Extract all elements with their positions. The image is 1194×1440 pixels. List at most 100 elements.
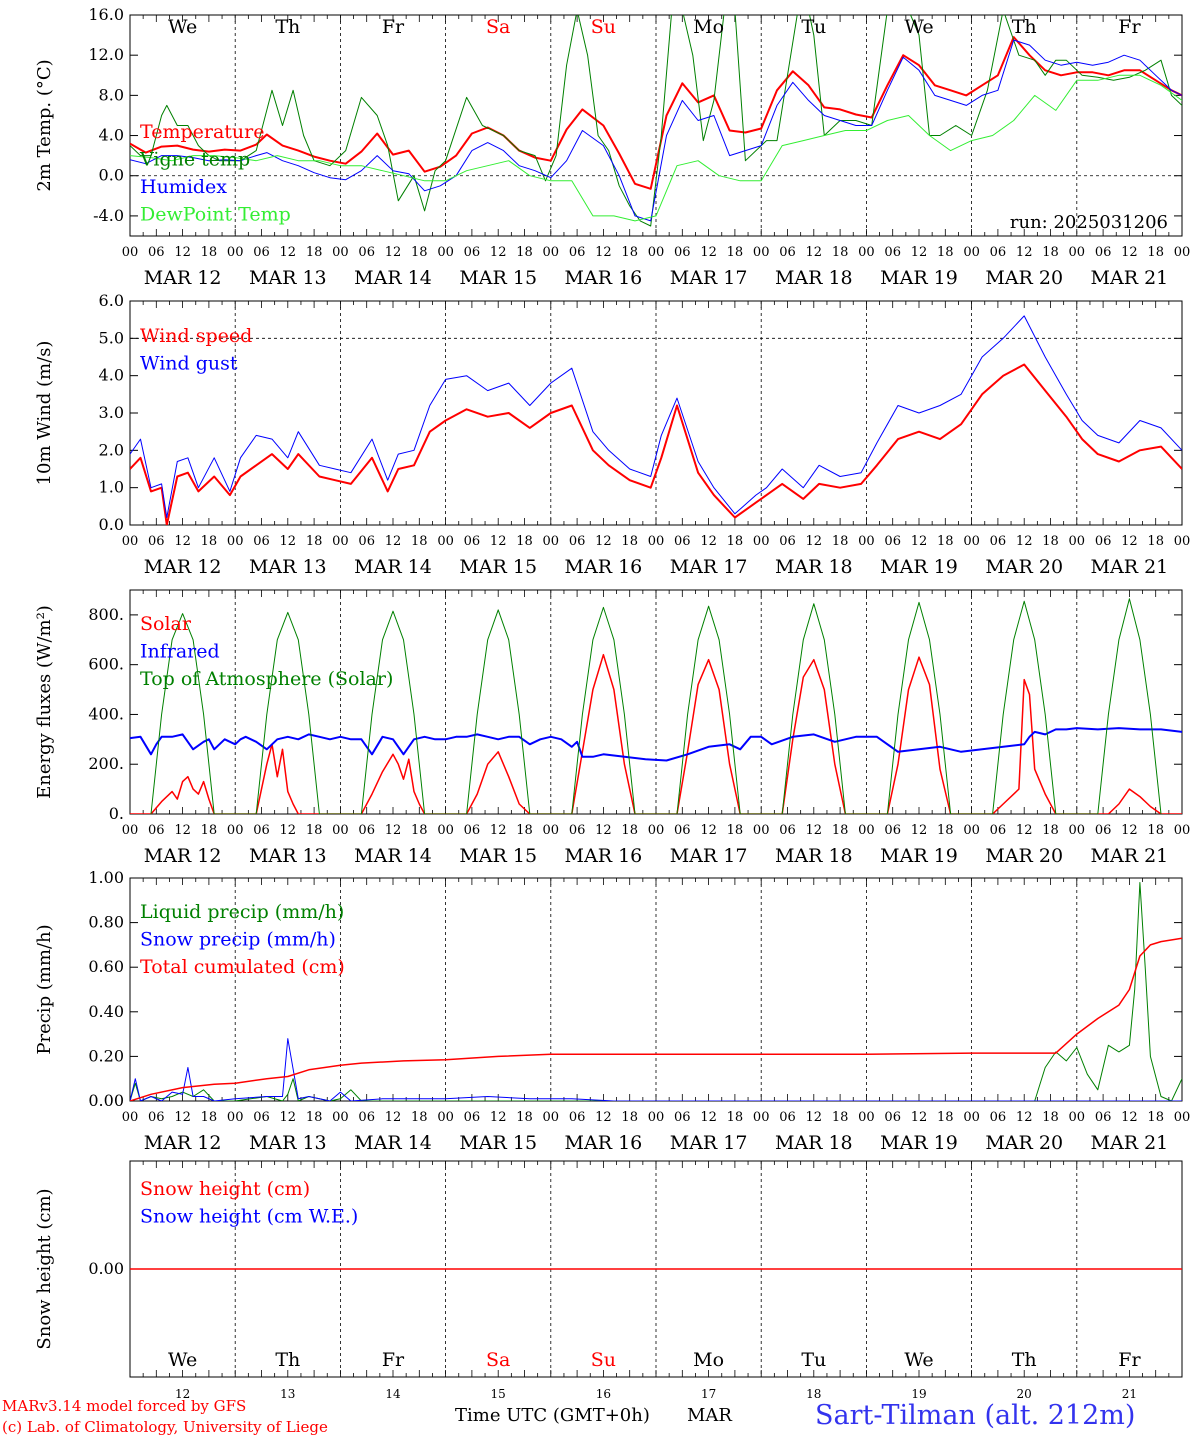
hour-tick-label: 18 [201, 823, 218, 838]
date-label: MAR 13 [249, 556, 327, 578]
hour-tick-label: 00 [543, 245, 560, 260]
y-tick-label: 1.00 [88, 868, 124, 887]
series-vigne-temp [130, 15, 1182, 227]
hour-tick-label: 18 [937, 534, 954, 549]
y-tick-label: 4.0 [99, 366, 124, 385]
hour-tick-label: 12 [174, 1110, 191, 1125]
hour-tick-label: 18 [832, 534, 849, 549]
hour-tick-label: 00 [1069, 534, 1086, 549]
weekday-label: Tu [801, 16, 826, 38]
hour-tick-label: 00 [437, 1110, 454, 1125]
hour-tick-label: 18 [832, 823, 849, 838]
panel-wind: 0.0 1.0 2.0 3.0 4.0 5.0 6.0 10m Wind (m/s) Wind … [34, 291, 1190, 578]
day-number-label: 15 [491, 1387, 506, 1401]
station-title: Sart-Tilman (alt. 212m) [815, 1400, 1136, 1431]
date-label: MAR 12 [144, 1132, 222, 1154]
y-tick-label: 16.0 [88, 5, 124, 24]
date-label: MAR 18 [775, 1132, 853, 1154]
hour-tick-label: 06 [569, 1110, 586, 1125]
weekday-label: Sa [486, 16, 510, 38]
hour-tick-label: 12 [806, 823, 823, 838]
hour-tick-label: 06 [779, 534, 796, 549]
legend-entry: Total cumulated (cm) [140, 956, 345, 978]
day-number-label: 18 [806, 1387, 821, 1401]
x-axis-title: Time UTC (GMT+0h) [455, 1405, 650, 1426]
hour-tick-label: 00 [437, 245, 454, 260]
hour-tick-label: 00 [227, 245, 244, 260]
hour-tick-label: 00 [1069, 245, 1086, 260]
series-dewpoint-temp [130, 74, 1182, 222]
hour-tick-label: 12 [1121, 245, 1138, 260]
hour-tick-label: 18 [937, 245, 954, 260]
hour-tick-label: 12 [385, 1110, 402, 1125]
series-temperature [130, 36, 1182, 190]
hour-tick-label: 12 [595, 1110, 612, 1125]
hour-tick-label: 12 [1121, 534, 1138, 549]
hour-tick-label: 18 [201, 534, 218, 549]
hour-tick-label: 00 [648, 823, 665, 838]
day-number-label: 12 [175, 1387, 190, 1401]
y-axis-label: Snow height (cm) [34, 1188, 55, 1349]
date-label: MAR 13 [249, 1132, 327, 1154]
y-tick-label: 1.0 [99, 478, 124, 497]
hour-tick-label: 18 [1147, 534, 1164, 549]
hour-tick-label: 06 [779, 245, 796, 260]
hour-tick-label: 18 [1042, 1110, 1059, 1125]
series-wind-gust [130, 315, 1182, 518]
weekday-label: Th [1012, 16, 1037, 38]
hour-tick-label: 18 [832, 245, 849, 260]
hour-tick-label: 12 [700, 1110, 717, 1125]
hour-tick-label: 12 [911, 823, 928, 838]
date-label: MAR 19 [880, 267, 958, 289]
weekday-label: Mo [693, 16, 724, 38]
legend-entry: Wind speed [140, 325, 252, 347]
date-label: MAR 21 [1091, 1132, 1169, 1154]
hour-tick-label: 18 [621, 534, 638, 549]
hour-tick-label: 18 [516, 245, 533, 260]
hour-tick-label: 06 [884, 245, 901, 260]
day-number-label: 20 [1017, 1387, 1032, 1401]
hour-tick-label: 00 [1174, 534, 1191, 549]
hour-tick-label: 18 [727, 534, 744, 549]
hour-tick-label: 06 [1095, 245, 1112, 260]
legend-entry: Snow height (cm) [140, 1178, 310, 1200]
hour-tick-label: 06 [990, 245, 1007, 260]
hour-tick-label: 00 [648, 245, 665, 260]
hour-tick-label: 18 [306, 245, 323, 260]
weekday-label: Tu [801, 1349, 826, 1371]
date-label: MAR 15 [459, 1132, 537, 1154]
weekday-label: Th [275, 16, 300, 38]
date-label: MAR 19 [880, 1132, 958, 1154]
hour-tick-label: 00 [963, 245, 980, 260]
hour-tick-label: 18 [1042, 823, 1059, 838]
month-label: MAR [687, 1405, 732, 1426]
panel-precip: 0.00 0.20 0.40 0.60 0.80 1.00 Precip (mm/h) Liq… [34, 868, 1190, 1154]
date-label: MAR 20 [985, 267, 1063, 289]
date-label: MAR 17 [670, 556, 748, 578]
date-label: MAR 20 [985, 1132, 1063, 1154]
legend-entry: Humidex [140, 176, 227, 198]
weekday-label: Su [591, 16, 616, 38]
hour-tick-label: 06 [464, 1110, 481, 1125]
hour-tick-label: 00 [753, 245, 770, 260]
y-tick-label: 6.0 [99, 291, 124, 310]
hour-tick-label: 06 [569, 823, 586, 838]
hour-tick-label: 06 [569, 245, 586, 260]
date-label: MAR 21 [1091, 845, 1169, 867]
weekday-label: Th [1012, 1349, 1037, 1371]
date-label: MAR 15 [459, 845, 537, 867]
hour-tick-label: 12 [174, 245, 191, 260]
hour-tick-label: 00 [858, 245, 875, 260]
y-tick-label: 12.0 [88, 45, 124, 64]
hour-tick-label: 00 [332, 823, 349, 838]
date-label: MAR 16 [565, 267, 643, 289]
y-tick-label: 0. [109, 804, 124, 823]
weekday-label: Fr [382, 1349, 405, 1371]
day-number-label: 16 [596, 1387, 611, 1401]
hour-tick-label: 12 [806, 1110, 823, 1125]
hour-tick-label: 12 [385, 534, 402, 549]
weekday-label: Th [275, 1349, 300, 1371]
hour-tick-label: 18 [1042, 534, 1059, 549]
panel-snow: 0.00 Snow height (cm) Snow height (cm) Snow… [34, 1160, 1183, 1401]
hour-tick-label: 06 [358, 534, 375, 549]
